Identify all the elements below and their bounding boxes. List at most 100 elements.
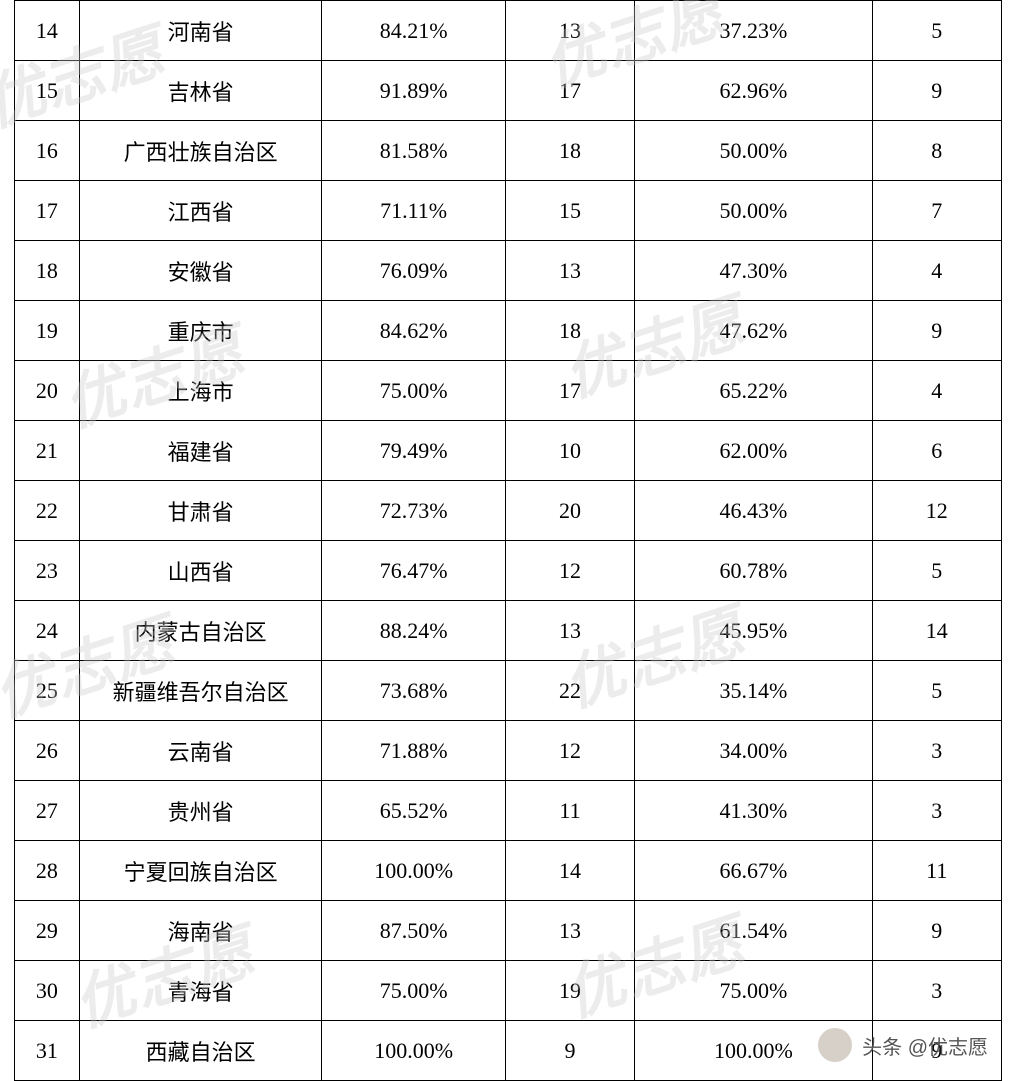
table-row: 14河南省84.21%1337.23%5 <box>15 1 1002 61</box>
rank-cell: 27 <box>15 781 80 841</box>
rank-cell: 28 <box>15 841 80 901</box>
province-cell: 河南省 <box>79 1 322 61</box>
rank-cell: 15 <box>15 61 80 121</box>
count-b-cell: 9 <box>872 301 1001 361</box>
percent-a-cell: 65.52% <box>322 781 505 841</box>
count-b-cell: 3 <box>872 961 1001 1021</box>
province-cell: 云南省 <box>79 721 322 781</box>
credit-line: 头条 @优志愿 <box>818 1028 988 1062</box>
table-row: 15吉林省91.89%1762.96%9 <box>15 61 1002 121</box>
percent-a-cell: 72.73% <box>322 481 505 541</box>
count-b-cell: 9 <box>872 61 1001 121</box>
data-table: 14河南省84.21%1337.23%515吉林省91.89%1762.96%9… <box>14 0 1002 1081</box>
count-a-cell: 9 <box>505 1021 634 1081</box>
rank-cell: 23 <box>15 541 80 601</box>
province-cell: 宁夏回族自治区 <box>79 841 322 901</box>
percent-b-cell: 66.67% <box>635 841 872 901</box>
percent-b-cell: 47.30% <box>635 241 872 301</box>
rank-cell: 18 <box>15 241 80 301</box>
avatar <box>818 1028 852 1062</box>
count-b-cell: 14 <box>872 601 1001 661</box>
province-cell: 福建省 <box>79 421 322 481</box>
province-cell: 广西壮族自治区 <box>79 121 322 181</box>
table-row: 23山西省76.47%1260.78%5 <box>15 541 1002 601</box>
percent-a-cell: 91.89% <box>322 61 505 121</box>
province-cell: 海南省 <box>79 901 322 961</box>
province-cell: 内蒙古自治区 <box>79 601 322 661</box>
province-cell: 新疆维吾尔自治区 <box>79 661 322 721</box>
percent-b-cell: 75.00% <box>635 961 872 1021</box>
percent-a-cell: 100.00% <box>322 841 505 901</box>
count-b-cell: 5 <box>872 1 1001 61</box>
table-row: 17江西省71.11%1550.00%7 <box>15 181 1002 241</box>
province-cell: 西藏自治区 <box>79 1021 322 1081</box>
percent-b-cell: 62.00% <box>635 421 872 481</box>
count-a-cell: 19 <box>505 961 634 1021</box>
rank-cell: 14 <box>15 1 80 61</box>
credit-handle: @优志愿 <box>908 1037 988 1059</box>
count-b-cell: 5 <box>872 661 1001 721</box>
percent-a-cell: 76.47% <box>322 541 505 601</box>
province-cell: 青海省 <box>79 961 322 1021</box>
table-row: 27贵州省65.52%1141.30%3 <box>15 781 1002 841</box>
table-row: 29海南省87.50%1361.54%9 <box>15 901 1002 961</box>
credit-prefix: 头条 <box>862 1037 902 1059</box>
rank-cell: 19 <box>15 301 80 361</box>
table-row: 26云南省71.88%1234.00%3 <box>15 721 1002 781</box>
percent-b-cell: 41.30% <box>635 781 872 841</box>
count-a-cell: 13 <box>505 1 634 61</box>
province-cell: 山西省 <box>79 541 322 601</box>
province-cell: 重庆市 <box>79 301 322 361</box>
table-row: 18安徽省76.09%1347.30%4 <box>15 241 1002 301</box>
count-a-cell: 15 <box>505 181 634 241</box>
count-b-cell: 4 <box>872 361 1001 421</box>
count-b-cell: 6 <box>872 421 1001 481</box>
rank-cell: 26 <box>15 721 80 781</box>
table-row: 16广西壮族自治区81.58%1850.00%8 <box>15 121 1002 181</box>
table-row: 20上海市75.00%1765.22%4 <box>15 361 1002 421</box>
percent-b-cell: 50.00% <box>635 181 872 241</box>
count-a-cell: 12 <box>505 721 634 781</box>
count-b-cell: 3 <box>872 721 1001 781</box>
count-b-cell: 8 <box>872 121 1001 181</box>
percent-a-cell: 71.11% <box>322 181 505 241</box>
percent-b-cell: 34.00% <box>635 721 872 781</box>
percent-a-cell: 79.49% <box>322 421 505 481</box>
rank-cell: 24 <box>15 601 80 661</box>
count-a-cell: 18 <box>505 121 634 181</box>
count-b-cell: 9 <box>872 901 1001 961</box>
table-row: 28宁夏回族自治区100.00%1466.67%11 <box>15 841 1002 901</box>
percent-a-cell: 75.00% <box>322 961 505 1021</box>
count-a-cell: 17 <box>505 61 634 121</box>
province-cell: 江西省 <box>79 181 322 241</box>
table-container: 优志愿优志愿优志愿优志愿优志愿优志愿优志愿优志愿 14河南省84.21%1337… <box>0 0 1016 1080</box>
count-a-cell: 13 <box>505 601 634 661</box>
percent-b-cell: 61.54% <box>635 901 872 961</box>
count-a-cell: 14 <box>505 841 634 901</box>
table-row: 19重庆市84.62%1847.62%9 <box>15 301 1002 361</box>
count-a-cell: 18 <box>505 301 634 361</box>
percent-b-cell: 65.22% <box>635 361 872 421</box>
percent-a-cell: 84.21% <box>322 1 505 61</box>
table-row: 30青海省75.00%1975.00%3 <box>15 961 1002 1021</box>
province-cell: 贵州省 <box>79 781 322 841</box>
percent-a-cell: 75.00% <box>322 361 505 421</box>
percent-a-cell: 76.09% <box>322 241 505 301</box>
percent-b-cell: 50.00% <box>635 121 872 181</box>
rank-cell: 16 <box>15 121 80 181</box>
count-a-cell: 13 <box>505 901 634 961</box>
percent-b-cell: 35.14% <box>635 661 872 721</box>
count-a-cell: 20 <box>505 481 634 541</box>
count-b-cell: 5 <box>872 541 1001 601</box>
count-a-cell: 11 <box>505 781 634 841</box>
rank-cell: 22 <box>15 481 80 541</box>
table-row: 25新疆维吾尔自治区73.68%2235.14%5 <box>15 661 1002 721</box>
table-row: 24内蒙古自治区88.24%1345.95%14 <box>15 601 1002 661</box>
count-b-cell: 11 <box>872 841 1001 901</box>
rank-cell: 25 <box>15 661 80 721</box>
percent-b-cell: 37.23% <box>635 1 872 61</box>
rank-cell: 21 <box>15 421 80 481</box>
percent-a-cell: 71.88% <box>322 721 505 781</box>
count-b-cell: 12 <box>872 481 1001 541</box>
percent-b-cell: 62.96% <box>635 61 872 121</box>
